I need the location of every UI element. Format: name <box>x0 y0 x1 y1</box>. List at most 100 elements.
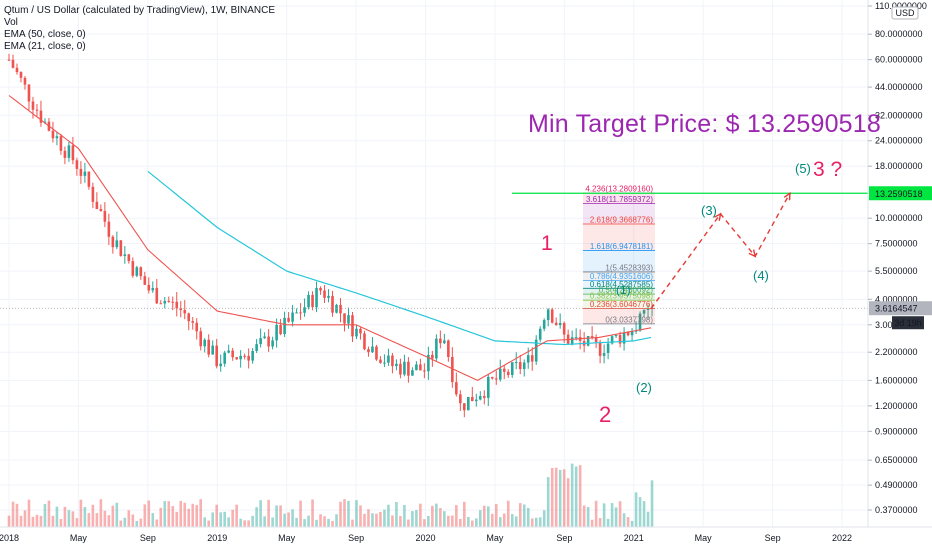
volume-bar <box>347 500 350 527</box>
time-tick-label: 2021 <box>624 533 644 543</box>
volume-bar <box>403 504 406 527</box>
candle-body <box>359 328 362 334</box>
candle-body <box>638 313 642 331</box>
price-tick-label: 110.0000000 <box>875 1 927 11</box>
candle-body <box>215 345 218 367</box>
candle-body <box>111 236 115 248</box>
candle-body <box>399 363 402 375</box>
volume-bar <box>127 510 131 527</box>
volume-bar <box>111 505 115 527</box>
ema50-legend[interactable]: EMA (50, close, 0) <box>4 29 86 40</box>
candle-body <box>143 276 147 285</box>
subwave-1-label[interactable]: (1) <box>616 283 631 297</box>
candle-body <box>383 362 386 364</box>
candle-body <box>119 240 123 256</box>
wave-1-label[interactable]: 1 <box>541 232 553 255</box>
price-tick-label: 0.4900000 <box>875 480 918 490</box>
candle-body <box>522 362 526 370</box>
ema21-legend[interactable]: EMA (21, close, 0) <box>4 41 86 52</box>
fib-level-label: 1(5.4528393) <box>605 263 653 272</box>
candle-body <box>459 394 462 404</box>
volume-bar <box>502 513 506 527</box>
volume-bar <box>19 515 23 527</box>
currency-label: USD <box>895 8 915 18</box>
volume-bar <box>307 515 310 527</box>
volume-bar <box>391 515 394 527</box>
wave-projection[interactable] <box>650 191 791 310</box>
candle-body <box>103 210 107 222</box>
volume-bar <box>415 510 418 527</box>
volume-bar <box>231 509 234 527</box>
price-tick-label: 18.0000000 <box>875 161 923 171</box>
time-tick-label: Sep <box>140 533 156 543</box>
candle-body <box>167 300 171 302</box>
candle-body <box>75 160 79 169</box>
volume-bar <box>590 519 594 527</box>
time-tick-label: May <box>695 533 713 543</box>
volume-bar <box>526 507 530 527</box>
fib-zone <box>583 288 655 295</box>
volume-bar <box>419 503 422 527</box>
candle-body <box>602 353 606 356</box>
volume-bar <box>83 506 87 527</box>
volume-bar <box>546 477 550 527</box>
candle-body <box>79 168 83 176</box>
price-axis[interactable]: 110.0000000 80.0000000 60.0000000 44.000000… <box>867 0 932 550</box>
candle-body <box>498 368 502 380</box>
projection-arrow <box>748 249 757 258</box>
volume-bar <box>387 504 390 527</box>
volume-bar <box>558 469 562 527</box>
candle-body <box>482 396 486 398</box>
current-price-badge-label: 3.6164547 <box>875 304 918 314</box>
volume-bar <box>351 519 354 527</box>
volume-bar <box>383 509 386 527</box>
time-axis-bg <box>0 527 932 550</box>
price-tick-label: 80.0000000 <box>875 29 923 39</box>
candle-body <box>91 186 95 202</box>
volume-bar <box>79 499 83 527</box>
subwave-4-label[interactable]: (4) <box>753 268 769 283</box>
candle-body <box>510 362 514 376</box>
fib-zone <box>583 193 655 204</box>
candle-body <box>15 67 19 73</box>
candle-body <box>55 136 59 139</box>
candle-body <box>179 308 183 311</box>
volume-bar <box>574 466 578 527</box>
candle-body <box>427 354 430 372</box>
volume-bar <box>327 518 330 527</box>
volume-bar <box>407 519 410 527</box>
subwave-2-label[interactable]: (2) <box>636 380 652 395</box>
candle-body <box>307 294 310 308</box>
volume-bar <box>578 465 582 527</box>
volume-legend[interactable]: Vol <box>4 17 18 28</box>
fib-level-label: 0(3.0337798) <box>605 315 653 324</box>
volume-bar <box>482 505 486 527</box>
candle-body <box>195 322 199 332</box>
target-price-text[interactable]: Min Target Price: $ 13.2590518 <box>528 110 881 138</box>
volume-bar <box>71 511 75 527</box>
volume-bar <box>439 508 442 527</box>
symbol-title[interactable]: Qtum / US Dollar (calculated by TradingV… <box>4 5 276 16</box>
candle-body <box>235 357 238 360</box>
fib-extension-tool[interactable]: 4.236(13.2809160)3.618(11.7859372) 2.618(… <box>0 185 868 325</box>
candle-body <box>303 307 306 313</box>
wave-3-label[interactable]: 3 ? <box>813 158 843 181</box>
candle-body <box>415 364 418 371</box>
wave-2-label[interactable]: 2 <box>599 402 612 427</box>
candle-body <box>227 350 230 353</box>
candle-body <box>494 378 498 380</box>
subwave-3-label[interactable]: (3) <box>701 203 717 218</box>
price-tick-label: 7.5000000 <box>875 239 918 249</box>
volume-bar <box>11 501 15 527</box>
volume-bar <box>642 501 646 527</box>
subwave-5-label[interactable]: (5) <box>795 161 811 176</box>
volume-bar <box>191 503 195 527</box>
candle-body <box>590 336 594 338</box>
candle-body <box>467 396 470 411</box>
volume-bar <box>315 519 318 527</box>
volume-bar <box>443 511 446 527</box>
time-axis[interactable]: 2018 May Sep 2019 May Sep 2020 May Sep 2021 May Sep… <box>0 526 932 550</box>
candle-body <box>618 334 622 344</box>
candle-body <box>447 340 450 357</box>
